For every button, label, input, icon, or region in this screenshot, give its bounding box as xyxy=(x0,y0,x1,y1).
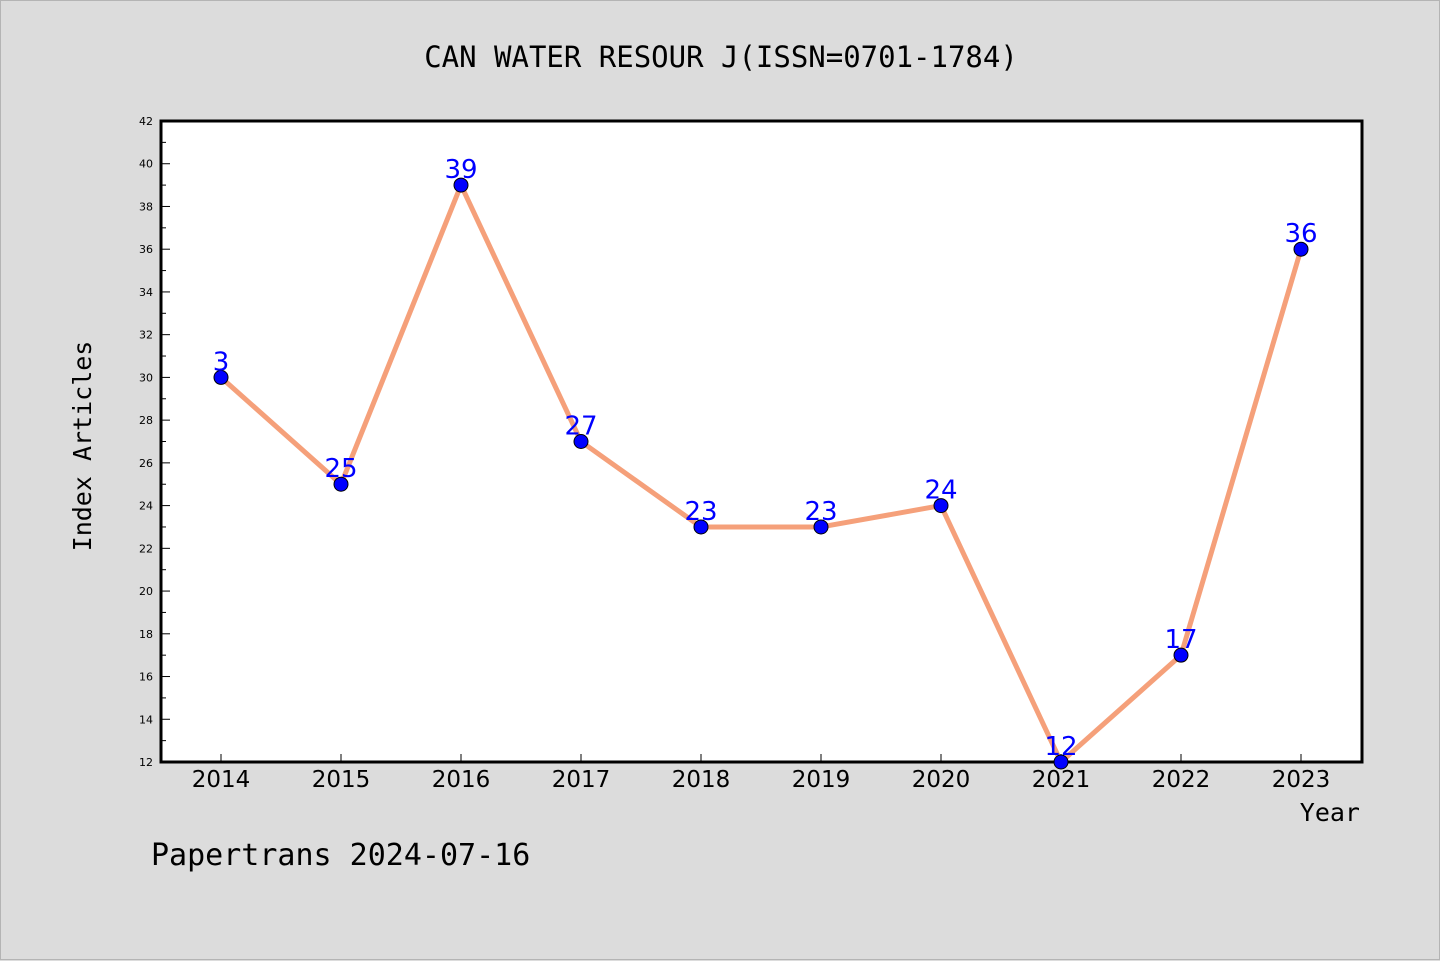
data-label: 24 xyxy=(924,476,957,506)
x-tick-label: 2021 xyxy=(1032,767,1091,793)
y-tick-label: 40 xyxy=(139,158,153,171)
data-point xyxy=(333,476,349,492)
series-line xyxy=(219,182,1304,765)
footer-credit: Papertrans 2024-07-16 xyxy=(151,838,530,873)
x-tick-label: 2014 xyxy=(192,767,251,793)
y-tick-label: 30 xyxy=(139,371,153,384)
data-label: 36 xyxy=(1284,219,1317,249)
y-tick-label: 14 xyxy=(139,713,153,726)
y-tick-label: 16 xyxy=(139,671,153,684)
data-point xyxy=(1173,647,1189,663)
data-label: 27 xyxy=(564,412,597,442)
x-axis-label: Year xyxy=(1300,798,1360,827)
data-point xyxy=(453,177,469,193)
data-label: 17 xyxy=(1164,625,1197,655)
data-labels: 3 25 39 27 23 23 24 12 17 36 xyxy=(213,155,1318,762)
y-tick-label: 20 xyxy=(139,585,153,598)
data-label: 3 xyxy=(213,347,230,377)
x-tick-label: 2019 xyxy=(792,767,851,793)
x-tick-label: 2018 xyxy=(672,767,731,793)
x-tick-label: 2020 xyxy=(912,767,971,793)
data-label: 23 xyxy=(804,497,837,527)
x-tick-label: 2016 xyxy=(432,767,491,793)
y-tick-label: 12 xyxy=(139,756,153,769)
data-label: 39 xyxy=(444,155,477,185)
data-points xyxy=(213,177,1309,770)
x-tick-label: 2022 xyxy=(1152,767,1211,793)
y-tick-label: 42 xyxy=(139,115,153,128)
y-axis-label: Index Articles xyxy=(68,341,97,552)
y-tick-label: 18 xyxy=(139,628,153,641)
data-point xyxy=(693,519,709,535)
y-tick-label: 24 xyxy=(139,500,153,513)
data-label: 25 xyxy=(324,454,357,484)
data-point xyxy=(1293,241,1309,257)
x-tick-label: 2017 xyxy=(552,767,611,793)
data-label: 23 xyxy=(684,497,717,527)
y-axis: 12 14 16 18 20 22 24 26 28 30 32 34 36 38 40 42 xyxy=(139,115,170,769)
x-axis: 2014 2015 2016 2017 2018 2019 2020 2021 2022 2023 xyxy=(192,754,1331,793)
y-tick-label: 34 xyxy=(139,286,153,299)
plot-area xyxy=(159,119,1364,764)
data-point xyxy=(933,498,949,514)
y-tick-label: 28 xyxy=(139,414,153,427)
data-point xyxy=(573,434,589,449)
x-tick-label: 2015 xyxy=(312,767,371,793)
data-point xyxy=(213,369,229,385)
y-tick-label: 32 xyxy=(139,329,153,342)
y-tick-label: 26 xyxy=(139,457,153,470)
data-point xyxy=(813,519,829,535)
y-tick-label: 22 xyxy=(139,542,153,555)
data-label: 12 xyxy=(1044,732,1077,762)
y-tick-label: 38 xyxy=(139,200,153,213)
x-tick-label: 2023 xyxy=(1272,767,1331,793)
y-tick-label: 36 xyxy=(139,243,153,256)
data-point xyxy=(1053,754,1069,770)
chart-title: CAN WATER RESOUR J(ISSN=0701-1784) xyxy=(424,40,1018,74)
